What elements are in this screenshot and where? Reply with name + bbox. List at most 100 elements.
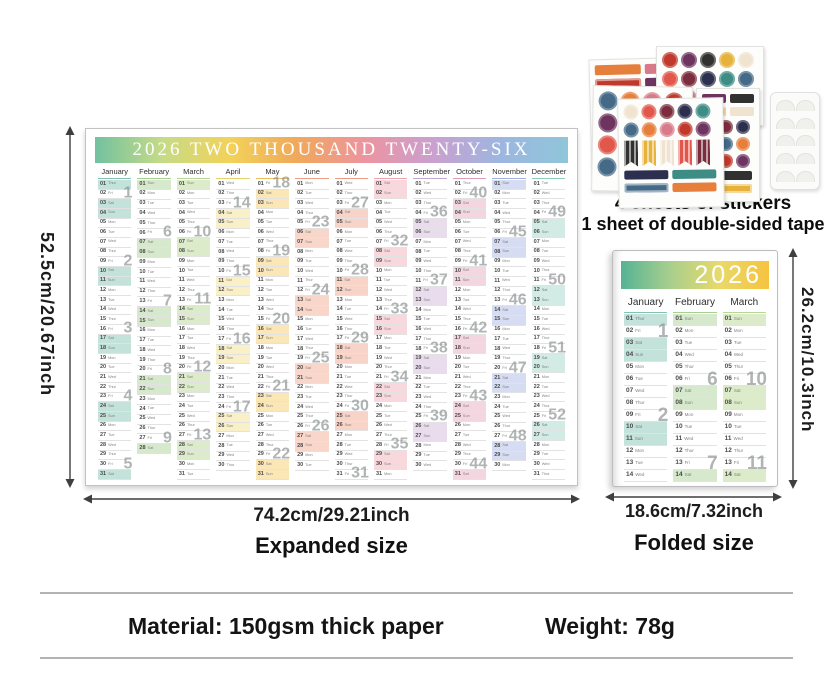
day-cell: 02 Mon [176, 190, 211, 200]
day-number: 12 [494, 287, 501, 294]
day-cell: 11 Fri 37 [413, 273, 448, 289]
day-number: 15 [415, 316, 422, 323]
day-cell: 07 Thur [255, 238, 290, 248]
poster-title-bar: 2026 TWO THOUSAND TWENTY-SIX [95, 137, 568, 163]
day-number: 23 [454, 393, 461, 400]
day-cell: 12 Thur [137, 288, 171, 298]
weekday-label: Mon [423, 239, 431, 244]
day-cell: 26 Sun [216, 422, 250, 433]
day-cell: 11 Sun [624, 434, 668, 446]
weekday-label: Thur [344, 258, 353, 263]
weekday-label: Thur [186, 355, 195, 360]
weekday-label: Sun [541, 432, 549, 437]
day-cell: 26 Mon [98, 422, 132, 432]
weekday-label: Thur [462, 249, 471, 254]
day-cell: 29 Sun [176, 450, 211, 461]
day-cell: 16 Thur [216, 326, 250, 336]
month-name: November [492, 166, 527, 179]
folded-size-caption: Folded size [634, 530, 754, 555]
day-number: 07 [494, 238, 501, 245]
day-number: 27 [178, 432, 185, 439]
day-cell: 04 Wed [176, 209, 211, 219]
day-cell: 25 Fri 39 [413, 408, 448, 424]
day-cell [295, 471, 328, 480]
month-column: February 01 Sun 02 Mon 03 Tue 04 Wed 05 Thur 06 Fri 6… [670, 295, 719, 482]
weekday-label: Mon [305, 453, 313, 458]
day-cell: 08 Fri 19 [255, 243, 290, 259]
weekday-label: Sun [265, 471, 273, 476]
day-cell: 02 Mon [137, 190, 171, 200]
day-cell: 13 Fri 11 [176, 292, 211, 308]
day-cell: 29 Tue [413, 452, 447, 462]
weekday-label: Sun [462, 278, 470, 283]
day-cell: 09 Fri 2 [624, 406, 668, 425]
weekday-label: Wed [226, 249, 235, 254]
day-number: 27 [454, 432, 461, 439]
day-cell: 27 Sun [413, 432, 447, 442]
day-cell: 11 Sun [452, 276, 487, 287]
day-cell: 05 Tue [255, 219, 290, 229]
day-cell: 11 Fri 50 [531, 272, 566, 288]
day-cell: 19 Sat [531, 354, 566, 364]
weekday-label: Sat [462, 403, 469, 408]
day-number: 20 [218, 364, 225, 371]
day-cell: 09 Wed [413, 258, 447, 268]
day-number: 19 [178, 354, 185, 361]
day-number: 28 [218, 442, 225, 449]
day-cell: 05 Sat [413, 218, 447, 229]
day-number: 04 [218, 209, 225, 216]
weekday-label: Mon [344, 297, 353, 302]
day-cell: 09 Tue [295, 258, 329, 268]
weekday-label: Sat [265, 191, 272, 196]
day-number: 31 [100, 470, 107, 477]
day-number: 27 [494, 432, 501, 439]
day-cell: 26 Tue [255, 422, 290, 432]
day-cell: 03 Mon [373, 199, 408, 210]
day-cell: 27 Thur [373, 431, 408, 442]
day-cell: 20 Tue [98, 364, 132, 374]
day-cell: 12 Tue [255, 286, 290, 297]
day-number: 02 [375, 190, 383, 197]
day-cell: 08 Tue [531, 248, 566, 258]
day-cell: 05 Thur [492, 219, 526, 229]
day-number: 05 [494, 219, 501, 226]
weekday-label: Sun [384, 326, 391, 331]
round-sticker [699, 70, 716, 87]
weekday-label: Thur [108, 249, 116, 254]
day-cell: 10 Tue [176, 267, 211, 277]
weekday-label: Sun [384, 461, 391, 466]
month-column: January 01 Thur 02 Fri 1 03 Sat 04 Sun 05 Mon 06 Tue 0… [621, 295, 670, 482]
day-cell: 17 Fri 29 [334, 330, 369, 346]
day-cell: 20 Sun [413, 364, 447, 375]
day-cell: 14 Tue [216, 306, 250, 316]
day-cell: 26 Fri 26 [295, 418, 330, 434]
weekday-label: Fri [265, 249, 271, 254]
day-number: 09 [218, 258, 225, 265]
day-cell: 01 Wed [216, 180, 250, 190]
weekday-label: Sun [226, 424, 234, 429]
month-name: March [722, 295, 766, 313]
day-number: 29 [336, 451, 343, 458]
week-number: 10 [193, 223, 212, 241]
day-cell: 19 Mon [98, 354, 132, 364]
day-number: 17 [218, 335, 225, 342]
day-number: 05 [178, 219, 185, 226]
day-number: 02 [675, 327, 683, 335]
day-number: 03 [218, 200, 225, 206]
round-sticker [680, 70, 697, 87]
day-number: 05 [218, 219, 225, 226]
day-number: 03 [336, 199, 343, 206]
day-cell: 28 Fri 35 [373, 437, 408, 453]
day-number: 01 [257, 180, 264, 187]
week-number: 36 [430, 204, 448, 222]
day-number: 26 [100, 422, 107, 429]
week-number: 23 [311, 213, 330, 231]
day-number: 12 [533, 286, 540, 293]
weekday-label: Sun [384, 191, 391, 196]
weekday-label: Thur [384, 365, 392, 370]
weekday-label: Thur [384, 229, 392, 234]
weekday-label: Mon [541, 374, 550, 379]
day-cell: 10 Tue [673, 422, 717, 434]
weekday-label: Wed [502, 414, 511, 419]
